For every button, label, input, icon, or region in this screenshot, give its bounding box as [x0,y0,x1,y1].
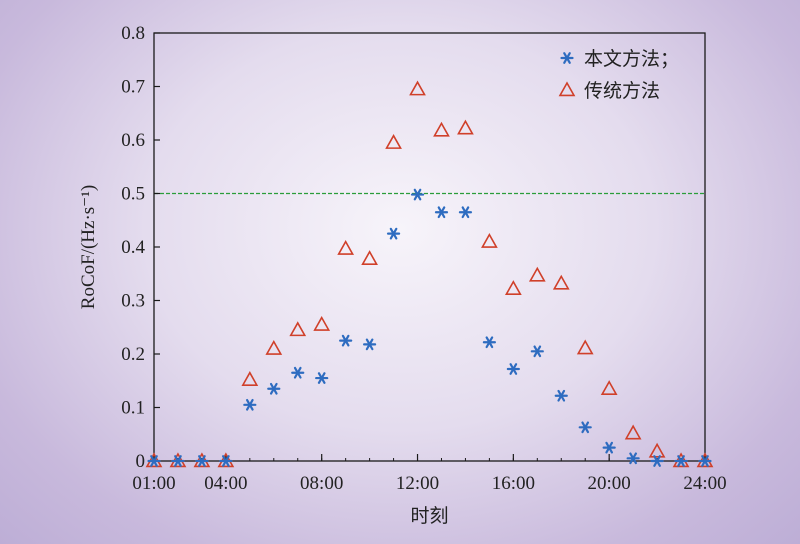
y-tick-label: 0.6 [121,130,145,151]
point-asterisk [363,338,377,351]
legend-label: 本文方法； [584,48,679,70]
point-asterisk [602,441,616,454]
point-asterisk [698,455,712,467]
point-asterisk [434,206,449,219]
point-asterisk [195,455,209,467]
legend-marker-asterisk [560,52,574,64]
point-asterisk [482,336,496,349]
x-axis-label: 时刻 [410,505,448,527]
point-triangle [433,121,450,137]
point-asterisk [458,206,473,219]
point-asterisk [315,372,329,384]
x-tick-label: 08:00 [300,473,343,494]
point-triangle [481,233,498,248]
axis-ticks: 0 0.1 0.2 0.3 0.4 0.5 0.6 0.7 0.8 01:00 04:00 08:00… [121,23,726,494]
x-tick-label: 24:00 [683,473,726,494]
x-tick-label: 04:00 [204,473,247,494]
point-asterisk [554,389,568,402]
y-tick-label: 0.7 [121,77,145,98]
y-axis-label: RoCoF/(Hz·s⁻¹) [78,185,99,309]
point-triangle [265,340,283,355]
point-asterisk [291,366,305,379]
point-triangle [648,442,666,458]
y-tick-label: 0.2 [121,344,145,365]
point-triangle [361,250,378,266]
point-asterisk [267,382,281,395]
point-asterisk [219,455,233,467]
y-tick-label: 0.3 [121,291,145,312]
legend-label: 传统方法 [584,80,660,102]
point-asterisk [626,452,640,465]
point-triangle [457,119,474,135]
y-tick-label: 0 [136,451,146,472]
point-triangle [624,424,642,440]
x-tick-label: 20:00 [588,473,631,494]
y-tick-label: 0.1 [121,398,145,419]
point-triangle [504,280,522,295]
point-triangle [313,315,331,331]
point-asterisk [171,455,185,467]
point-triangle [600,380,618,396]
point-triangle [337,239,355,255]
point-asterisk [530,345,544,358]
point-asterisk [147,455,161,467]
point-asterisk [410,188,425,201]
y-tick-label: 0.5 [121,184,145,205]
point-asterisk [578,421,592,434]
point-asterisk [243,398,257,411]
point-triangle [385,134,402,149]
point-asterisk [386,227,401,240]
point-asterisk [650,455,664,467]
point-triangle [528,266,546,282]
point-asterisk [339,334,353,347]
point-triangle [552,274,570,290]
point-triangle [289,321,307,337]
x-tick-label: 12:00 [396,473,439,494]
point-asterisk [506,363,520,375]
y-tick-label: 0.8 [121,23,145,44]
x-tick-label: 16:00 [492,473,535,494]
y-tick-label: 0.4 [121,237,145,258]
data-points [145,80,714,468]
point-asterisk [674,455,688,467]
x-tick-label: 01:00 [132,473,175,494]
point-triangle [409,80,426,96]
point-triangle [241,371,259,386]
point-triangle [576,339,594,355]
legend: 本文方法； 传统方法 [558,48,679,102]
legend-marker-triangle [558,81,576,97]
